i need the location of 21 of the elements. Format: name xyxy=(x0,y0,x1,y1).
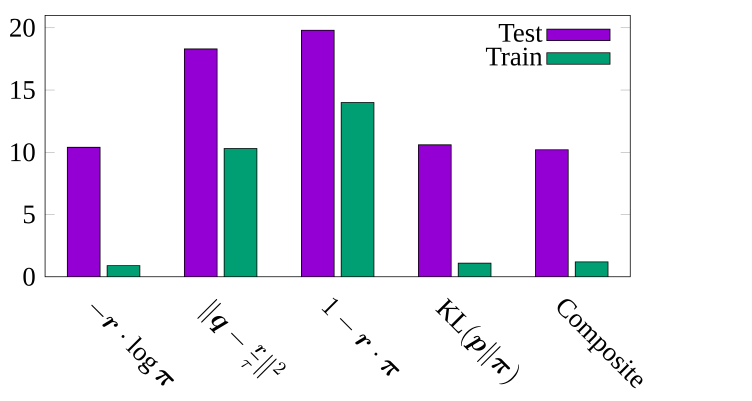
y-tick-label: 5 xyxy=(24,205,35,224)
bar xyxy=(184,48,218,277)
bar xyxy=(301,30,335,277)
bar xyxy=(458,262,492,277)
x-tick-label: $-\boldsymbol{r}\cdot\log\boldsymbol{\pi}$ xyxy=(91,304,174,386)
y-tick-label: 20 xyxy=(10,18,35,37)
x-tick-label: $1-\boldsymbol{r}\cdot\boldsymbol{\pi}$ xyxy=(322,298,400,376)
bar xyxy=(535,149,569,277)
bar xyxy=(340,102,374,277)
bar xyxy=(66,146,100,277)
bar xyxy=(574,261,608,277)
x-tick-label: $\|\boldsymbol{q}-\frac{\boldsymbol{r}}{\tau}\|^2$ xyxy=(197,298,286,378)
bar xyxy=(106,265,140,277)
bar xyxy=(224,148,258,277)
y-tick-label: 0 xyxy=(23,268,35,286)
y-tick-label: 15 xyxy=(11,80,35,99)
y-tick-label: 10 xyxy=(11,143,35,162)
legend-label: Train xyxy=(486,47,542,66)
legend-label: Test xyxy=(498,24,542,42)
bar xyxy=(418,144,452,277)
x-tick-label: $\mathrm{KL}(\boldsymbol{p}\|\boldsymbol{\pi})$ xyxy=(435,298,519,384)
